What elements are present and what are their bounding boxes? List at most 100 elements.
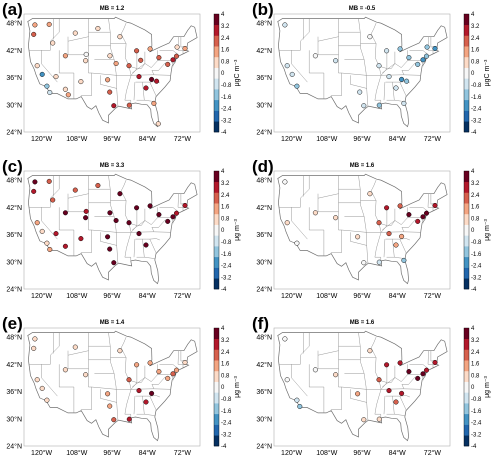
site-point [355, 234, 361, 240]
state-border [317, 36, 339, 56]
site-point [72, 344, 78, 350]
colorbar-segment [464, 360, 469, 372]
state-border [383, 82, 386, 101]
site-point [31, 188, 37, 194]
site-point [376, 220, 382, 226]
colorbar-tick: -1.6 [471, 252, 482, 258]
x-tick-label: 108°W [66, 135, 87, 143]
y-tick-label: 30°N [6, 101, 22, 109]
state-border [149, 239, 157, 253]
state-border [91, 229, 172, 233]
colorbar-segment [464, 328, 469, 340]
state-border [132, 208, 138, 231]
site-point [386, 231, 392, 237]
site-point [415, 61, 421, 67]
site-point [399, 233, 405, 239]
y-tick-label: 42°N [256, 204, 272, 212]
axes-frame [23, 170, 201, 290]
state-border [427, 350, 434, 368]
state-border [67, 193, 89, 199]
us-outline [27, 173, 198, 285]
colorbar-tick: 0.8 [471, 59, 480, 65]
colorbar-tick: -0.8 [221, 397, 232, 403]
x-tick-label: 96°W [103, 449, 121, 457]
state-border [144, 256, 155, 259]
site-point [165, 375, 171, 381]
colorbar-segment [464, 14, 469, 26]
state-border [58, 207, 75, 256]
colorbar-label: μg m⁻³ [484, 375, 491, 397]
colorbar-segment [464, 403, 469, 415]
panel-label: (f) [252, 314, 269, 333]
state-border [380, 63, 402, 76]
y-tick-label: 42°N [6, 47, 22, 55]
colorbar-tick: -0.8 [471, 397, 482, 403]
colorbar-segment [214, 224, 219, 236]
site-point [312, 210, 318, 216]
y-tick-label: 24°N [6, 129, 22, 137]
colorbar-label: μg m⁻³ [234, 375, 241, 397]
site-point [147, 360, 153, 366]
site-point [376, 377, 382, 383]
axes-frame [273, 170, 451, 290]
site-point [423, 53, 430, 59]
colorbar-segment [214, 413, 219, 425]
state-border [401, 376, 416, 389]
x-tick-label: 120°W [281, 449, 302, 457]
site-point [386, 388, 392, 394]
colorbar-tick: -3.2 [471, 275, 482, 281]
site-point [156, 212, 162, 218]
site-point [393, 85, 399, 91]
site-point [297, 403, 303, 410]
state-border [41, 364, 58, 397]
state-border [151, 62, 166, 75]
colorbar-tick: 0.8 [221, 373, 230, 379]
x-tick-label: 72°W [174, 135, 192, 143]
colorbar-tick: 1.6 [471, 48, 480, 54]
state-border [130, 63, 152, 76]
panel-title: MB = 1.6 [349, 320, 375, 326]
site-point [420, 57, 426, 63]
colorbar-segment [214, 56, 219, 68]
state-border [91, 72, 172, 76]
colorbar-tick: -4 [471, 444, 477, 450]
colorbar-tick: -3.2 [471, 432, 482, 438]
site-point [397, 360, 403, 366]
site-point [47, 89, 53, 96]
colorbar-segment [464, 213, 469, 225]
colorbar-tick: -1.6 [471, 95, 482, 101]
colorbar-segment [464, 381, 469, 393]
state-border [133, 82, 136, 101]
panel-label: (d) [252, 157, 274, 176]
colorbar-segment [214, 392, 219, 404]
axes-frame [273, 327, 451, 447]
colorbar-segment [214, 360, 219, 372]
site-point [126, 220, 132, 226]
state-border [427, 36, 434, 54]
colorbar-segment [214, 35, 219, 47]
y-tick-label: 36°N [256, 231, 272, 239]
colorbar-segment [214, 24, 219, 36]
site-point [149, 390, 155, 396]
panel-label: (e) [2, 314, 23, 333]
site-point [136, 388, 142, 394]
site-point [397, 203, 403, 209]
colorbar-tick: 1.6 [471, 362, 480, 368]
site-point [384, 205, 390, 211]
state-border [67, 350, 89, 370]
y-tick-label: 36°N [256, 388, 272, 396]
state-border [350, 389, 367, 403]
colorbar-tick: 0 [471, 385, 475, 391]
site-point [147, 46, 153, 52]
site-point [401, 257, 407, 263]
site-point [432, 45, 438, 52]
colorbar-segment [214, 192, 219, 204]
state-border [151, 374, 158, 382]
state-border [380, 377, 402, 390]
site-point [182, 202, 188, 209]
state-border [401, 62, 416, 75]
site-point [50, 40, 56, 46]
site-point [384, 362, 390, 368]
us-outline [277, 173, 448, 285]
state-border [120, 23, 132, 104]
